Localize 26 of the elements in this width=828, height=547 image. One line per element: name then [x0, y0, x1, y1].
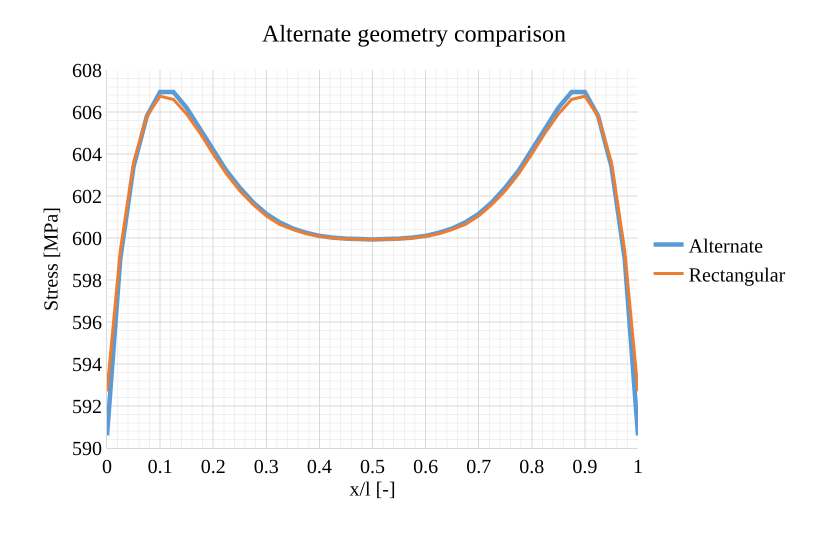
x-tick-label: 0.2 [200, 456, 226, 478]
y-tick-label: 608 [72, 60, 102, 82]
x-axis-title: x/l [-] [349, 478, 396, 500]
x-tick-label: 0.4 [306, 456, 332, 478]
y-axis-title: Stress [MPa] [40, 207, 62, 311]
y-tick-label: 592 [72, 396, 102, 418]
legend-label: Rectangular [688, 264, 786, 286]
y-tick-label: 602 [72, 186, 102, 208]
x-tick-label: 0.7 [466, 456, 492, 478]
y-tick-label: 604 [72, 144, 102, 166]
y-tick-label: 600 [72, 228, 102, 250]
x-tick-label: 0.9 [572, 456, 598, 478]
y-tick-label: 596 [72, 312, 102, 334]
y-tick-label: 606 [72, 102, 102, 124]
x-tick-label: 0 [102, 456, 112, 478]
x-tick-label: 0.8 [519, 456, 544, 478]
x-tick-label: 1 [633, 456, 643, 478]
x-tick-label: 0.1 [148, 456, 173, 478]
y-tick-label: 598 [72, 270, 102, 292]
x-tick-label: 0.6 [413, 456, 438, 478]
y-tick-label: 590 [72, 438, 102, 460]
x-tick-label: 0.5 [360, 456, 385, 478]
y-tick-label: 594 [72, 354, 102, 376]
x-tick-label: 0.3 [254, 456, 279, 478]
legend-label: Alternate [688, 235, 764, 258]
chart-title: Alternate geometry comparison [262, 21, 566, 48]
